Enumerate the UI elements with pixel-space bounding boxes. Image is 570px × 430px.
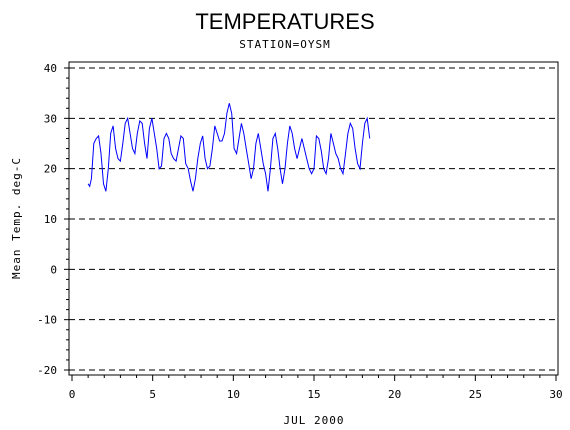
plot-frame	[68, 61, 559, 376]
y-axis: -20 -10 0 10 20 30 40	[37, 62, 69, 377]
x-tick-label: 10	[227, 388, 240, 401]
series-line	[87, 103, 371, 192]
y-tick-label: -10	[37, 314, 57, 327]
x-tick-label: 0	[69, 388, 76, 401]
chart-subtitle: STATION=OYSM	[239, 38, 330, 51]
x-tick-label: 25	[469, 388, 482, 401]
chart-title: TEMPERATURES	[195, 9, 374, 34]
x-tick-label: 20	[388, 388, 401, 401]
y-axis-label: Mean Temp. deg-C	[10, 157, 23, 279]
y-tick-label: 40	[44, 62, 57, 75]
y-tick-label: 30	[44, 112, 57, 125]
x-tick-label: 30	[549, 388, 562, 401]
series-layer	[87, 103, 371, 192]
y-tick-label: 20	[44, 163, 57, 176]
grid-lines	[69, 67, 558, 371]
x-tick-label: 15	[307, 388, 320, 401]
y-tick-label: 0	[50, 263, 57, 276]
y-tick-label: 10	[44, 213, 57, 226]
x-axis-label: JUL 2000	[284, 414, 345, 427]
x-tick-label: 5	[149, 388, 156, 401]
y-tick-label: -20	[37, 364, 57, 377]
x-axis: 0 5 10 15 20 25 30	[69, 375, 563, 401]
